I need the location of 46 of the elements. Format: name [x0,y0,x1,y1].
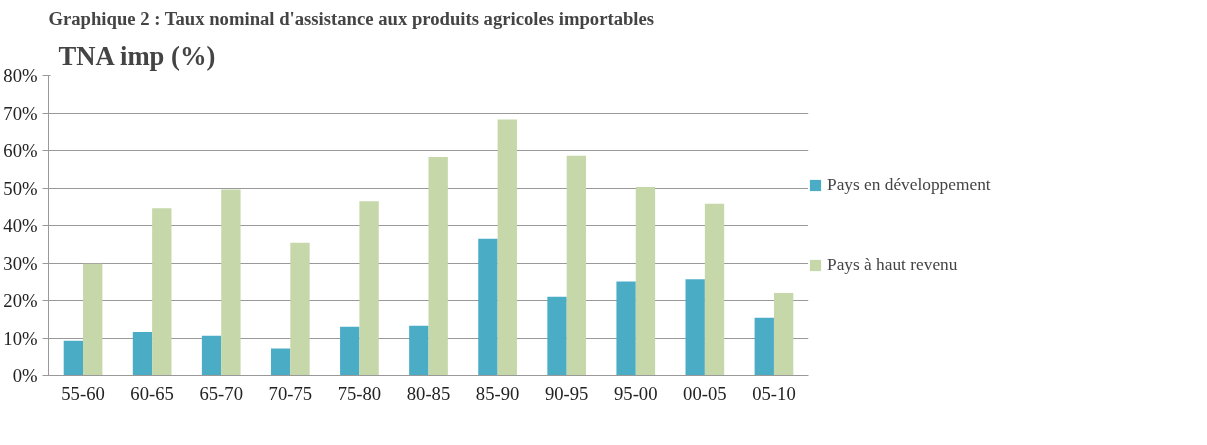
bar [478,238,498,376]
bar [685,279,705,376]
bar [83,263,103,376]
bar [616,281,636,376]
bar [497,119,517,376]
bar [359,201,379,376]
y-tick-label: 10% [3,327,38,349]
x-tick-label: 60-65 [130,382,174,404]
y-tick-label: 20% [3,290,38,311]
bar [63,340,84,376]
y-tick-label: 70% [3,102,38,124]
y-tick-label: 0% [12,365,38,386]
x-tick-label: 55-60 [61,382,105,404]
x-tick-label: 65-70 [199,382,243,404]
bar [754,317,774,376]
bar [704,203,725,376]
bar [270,348,291,376]
bar [201,335,222,376]
bar [409,325,429,376]
y-axis-title: TNA imp (%) [58,40,216,71]
legend-label: Pays à haut revenu [827,255,958,275]
x-tick-label: 05-10 [752,382,796,404]
y-tick-label: 80% [3,65,38,86]
x-tick-label: 90-95 [544,382,589,404]
bar [132,332,153,376]
bar [152,208,172,376]
chart-title: Graphique 2 : Taux nominal d'assistance aux produits agricoles importables [48,7,655,29]
y-tick-label: 40% [3,215,38,236]
y-tick-label: 30% [3,252,38,274]
bar [340,326,360,376]
x-tick-label: 70-75 [268,382,313,404]
y-tick-label: 60% [3,140,38,161]
bar [773,293,794,376]
y-tick-label: 50% [3,177,38,199]
x-tick-label: 75-80 [337,382,382,404]
bar [547,296,567,376]
x-tick-label: 00-05 [683,382,727,404]
bar [635,186,656,376]
x-tick-label: 85-90 [475,382,520,404]
bar [221,189,241,376]
x-tick-label: 80-85 [406,382,451,404]
bar [428,156,448,376]
bar [290,242,310,376]
x-tick-label: 95-00 [614,382,658,404]
bar [566,155,587,376]
legend-label: Pays en développement [827,175,991,195]
